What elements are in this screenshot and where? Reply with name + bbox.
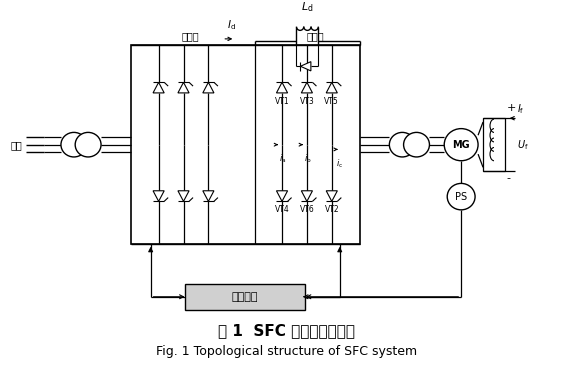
Polygon shape bbox=[153, 82, 164, 93]
Text: 机桥侧: 机桥侧 bbox=[306, 31, 324, 41]
Text: $i_{\rm a}$: $i_{\rm a}$ bbox=[279, 152, 286, 165]
Circle shape bbox=[447, 183, 475, 210]
Text: VT6: VT6 bbox=[300, 205, 315, 214]
Polygon shape bbox=[203, 191, 214, 201]
Polygon shape bbox=[277, 82, 288, 93]
Text: Fig. 1 Topological structure of SFC system: Fig. 1 Topological structure of SFC syst… bbox=[157, 345, 417, 358]
Polygon shape bbox=[300, 62, 311, 71]
Text: 电网: 电网 bbox=[10, 140, 22, 150]
Text: $U_{\rm f}$: $U_{\rm f}$ bbox=[517, 138, 529, 152]
Polygon shape bbox=[326, 82, 338, 93]
Polygon shape bbox=[178, 82, 189, 93]
Circle shape bbox=[444, 129, 478, 161]
Text: 控制系统: 控制系统 bbox=[232, 292, 258, 302]
Circle shape bbox=[75, 132, 101, 157]
Text: MG: MG bbox=[452, 140, 470, 150]
Circle shape bbox=[389, 132, 415, 157]
Circle shape bbox=[61, 132, 87, 157]
Text: +: + bbox=[507, 103, 516, 113]
Text: VT5: VT5 bbox=[324, 97, 339, 106]
Polygon shape bbox=[301, 82, 312, 93]
Polygon shape bbox=[301, 191, 312, 201]
Polygon shape bbox=[178, 191, 189, 201]
Text: PS: PS bbox=[455, 192, 467, 201]
Circle shape bbox=[404, 132, 429, 157]
Text: -: - bbox=[507, 173, 511, 183]
Text: 图 1  SFC 系统拓扑结构图: 图 1 SFC 系统拓扑结构图 bbox=[219, 323, 355, 338]
Text: VT2: VT2 bbox=[324, 205, 339, 214]
Text: $i_{\rm b}$: $i_{\rm b}$ bbox=[304, 152, 312, 165]
Text: 网桥侧: 网桥侧 bbox=[181, 31, 199, 41]
Bar bbox=[131, 45, 360, 244]
Text: $L_{\rm d}$: $L_{\rm d}$ bbox=[301, 0, 313, 14]
Text: $I_{\rm f}$: $I_{\rm f}$ bbox=[517, 103, 524, 116]
Polygon shape bbox=[277, 191, 288, 201]
Text: VT3: VT3 bbox=[300, 97, 315, 106]
Text: $i_{\rm c}$: $i_{\rm c}$ bbox=[336, 158, 343, 170]
Polygon shape bbox=[326, 191, 338, 201]
Polygon shape bbox=[203, 82, 214, 93]
Text: $I_{\rm d}$: $I_{\rm d}$ bbox=[227, 18, 236, 32]
Polygon shape bbox=[153, 191, 164, 201]
Text: VT4: VT4 bbox=[274, 205, 289, 214]
Bar bbox=[483, 118, 505, 171]
Bar bbox=[185, 283, 305, 310]
Text: VT1: VT1 bbox=[275, 97, 289, 106]
